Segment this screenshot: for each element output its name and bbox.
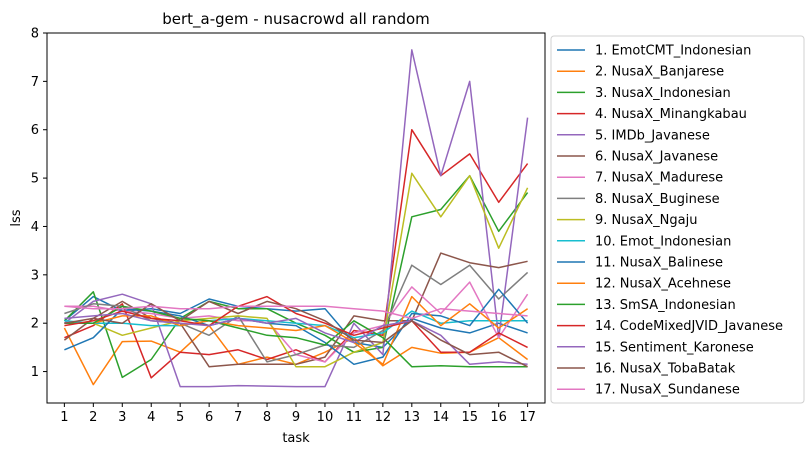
legend-label: 5. IMDb_Javanese	[595, 128, 710, 143]
legend-label: 15. Sentiment_Karonese	[595, 340, 754, 355]
y-tick-label: 7	[31, 75, 39, 90]
legend-label: 3. NusaX_Indonesian	[595, 86, 731, 101]
legend-label: 4. NusaX_Minangkabau	[595, 107, 747, 122]
y-tick-label: 6	[31, 123, 39, 138]
y-tick-label: 1	[31, 365, 39, 380]
legend-label: 6. NusaX_Javanese	[595, 150, 718, 165]
series-line-3	[63, 174, 529, 379]
x-tick-label: 13	[404, 410, 421, 425]
x-tick-label: 9	[292, 410, 300, 425]
series-line-10	[64, 310, 528, 339]
x-tick-label: 4	[147, 410, 155, 425]
chart-title: bert_a-gem - nusacrowd all random	[162, 10, 430, 29]
y-tick-label: 8	[31, 27, 39, 42]
legend-label: 16. NusaX_TobaBatak	[595, 362, 736, 377]
y-tick-label: 2	[31, 317, 39, 332]
series-line-16	[64, 300, 528, 368]
x-tick-label: 12	[375, 410, 392, 425]
x-tick-label: 15	[461, 410, 478, 425]
y-tick-label: 5	[31, 172, 39, 187]
y-axis-label: lss	[9, 209, 24, 226]
plot-lines	[63, 49, 529, 388]
y-tick-label: 4	[31, 220, 39, 235]
legend-label: 7. NusaX_Madurese	[595, 171, 723, 186]
legend-label: 11. NusaX_Balinese	[595, 256, 723, 271]
x-tick-label: 11	[346, 410, 363, 425]
legend-label: 17. NusaX_Sundanese	[595, 383, 740, 398]
y-axis: 1 2 3 4 5 6 7 8	[31, 27, 47, 380]
legend-label: 10. Emot_Indonesian	[595, 234, 731, 249]
x-tick-label: 14	[432, 410, 449, 425]
x-tick-label: 2	[89, 410, 97, 425]
series-line-9	[64, 172, 529, 368]
x-axis: 1 2 3 4 5 6 7 8 9 10 11 12 13 14 15 16 17	[60, 403, 536, 425]
series-line-14	[64, 295, 528, 353]
x-tick-label: 16	[490, 410, 507, 425]
x-tick-label: 8	[263, 410, 271, 425]
legend-label: 1. EmotCMT_Indonesian	[595, 44, 751, 59]
legend-frame	[550, 35, 805, 404]
series-line-17	[64, 305, 528, 320]
x-tick-label: 7	[234, 410, 242, 425]
series-line-5	[63, 49, 529, 388]
x-tick-label: 10	[317, 410, 334, 425]
x-tick-label: 1	[60, 410, 68, 425]
legend: 1. EmotCMT_Indonesian 2. NusaX_Banjarese 3…	[550, 35, 805, 404]
legend-label: 2. NusaX_Banjarese	[595, 65, 724, 80]
series-line-4	[64, 128, 529, 379]
legend-label: 13. SmSA_Indonesian	[595, 298, 736, 313]
legend-label: 14. CodeMixedJVID_Javanese	[595, 319, 783, 334]
legend-label: 9. NusaX_Ngaju	[595, 213, 697, 228]
y-tick-label: 3	[31, 268, 39, 283]
x-axis-label: task	[282, 431, 310, 446]
legend-label: 8. NusaX_Buginese	[595, 192, 720, 207]
legend-label: 12. NusaX_Acehnese	[595, 277, 731, 292]
x-tick-label: 6	[205, 410, 213, 425]
x-tick-label: 3	[118, 410, 126, 425]
x-tick-label: 17	[519, 410, 536, 425]
x-tick-label: 5	[176, 410, 184, 425]
